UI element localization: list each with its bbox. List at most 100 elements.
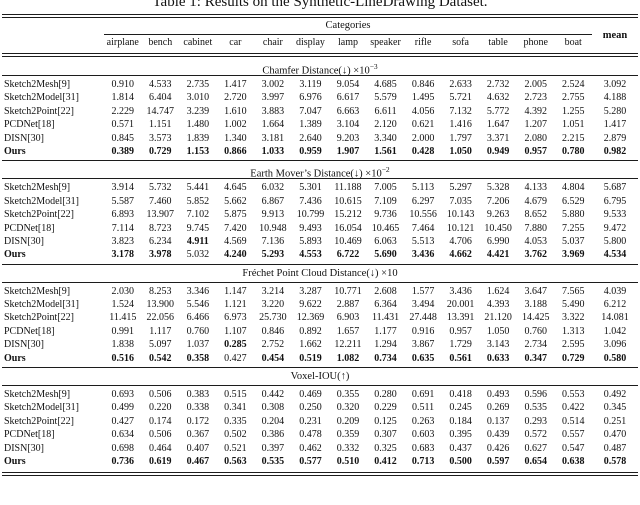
cell-phone: 0.293 xyxy=(524,415,547,427)
cell-display: 0.469 xyxy=(299,389,322,401)
cell-speaker: 0.307 xyxy=(374,429,397,441)
cell-airplane: 0.698 xyxy=(111,442,135,454)
table-sections: Chamfer Distance(↓) ×10−3 Sketch2Mesh[9] 0… xyxy=(2,58,638,470)
cell-mean: 0.487 xyxy=(603,442,627,454)
paper-table-page: Table 1: Results on the Synthetic-LineDr… xyxy=(2,0,638,477)
cell-rifle: 0.846 xyxy=(411,79,435,90)
column-header-speaker: speaker xyxy=(370,37,401,48)
cell-car: 0.563 xyxy=(224,455,247,467)
row-label: Sketch2Point[22] xyxy=(4,312,74,324)
cell-table: 10.450 xyxy=(484,222,512,234)
cell-car: 7.420 xyxy=(224,222,247,234)
cell-boat: 0.638 xyxy=(561,455,585,467)
cell-mean: 5.687 xyxy=(603,182,627,194)
cell-rifle: 0.635 xyxy=(411,352,435,364)
cell-display: 0.250 xyxy=(299,402,322,414)
cell-phone: 2.005 xyxy=(524,79,547,90)
cell-rifle: 0.916 xyxy=(411,325,435,337)
cell-airplane: 0.499 xyxy=(111,402,135,414)
cell-rifle: 27.448 xyxy=(409,312,437,324)
cell-speaker: 3.340 xyxy=(374,132,397,144)
cell-mean: 3.096 xyxy=(603,339,627,351)
cell-cabinet: 0.338 xyxy=(186,402,210,414)
cell-cabinet: 0.407 xyxy=(186,442,210,454)
cell-chair: 7.136 xyxy=(261,235,285,247)
cell-cabinet: 2.735 xyxy=(186,79,210,90)
cell-bench: 0.220 xyxy=(149,402,172,414)
cell-car: 2.720 xyxy=(224,92,247,104)
cell-sofa: 1.050 xyxy=(449,145,472,157)
row-label: Ours xyxy=(4,352,26,364)
cell-table: 0.439 xyxy=(486,429,510,441)
table-row-sketch2point22: Sketch2Point[22] 6.893 13.907 7.102 5.875 9.9… xyxy=(2,208,638,221)
cell-mean: 0.580 xyxy=(603,352,627,364)
cell-rifle: 0.263 xyxy=(411,415,435,427)
cell-lamp: 0.209 xyxy=(336,415,360,427)
column-header-rifle: rifle xyxy=(414,37,432,48)
metric-section-title: Fréchet Point Cloud Distance(↓) ×10 xyxy=(2,265,638,283)
cell-mean: 0.345 xyxy=(603,402,627,414)
cell-sofa: 20.001 xyxy=(446,299,475,311)
cell-speaker: 0.125 xyxy=(374,415,397,427)
column-header-car: car xyxy=(229,37,242,48)
cell-airplane: 0.991 xyxy=(111,325,135,337)
cell-table: 3.371 xyxy=(486,132,510,144)
cell-mean: 0.470 xyxy=(603,429,627,441)
cell-lamp: 10.469 xyxy=(334,235,362,247)
cell-table: 1.050 xyxy=(486,325,510,337)
cell-mean: 4.534 xyxy=(603,249,627,261)
cell-rifle: 3.867 xyxy=(411,339,435,351)
cell-table: 0.426 xyxy=(486,442,510,454)
cell-airplane: 0.427 xyxy=(111,415,135,427)
cell-chair: 3.220 xyxy=(261,299,285,311)
cell-airplane: 0.634 xyxy=(111,429,135,441)
row-label: PCDNet[18] xyxy=(4,429,55,441)
cell-mean: 14.081 xyxy=(601,312,629,324)
bottom-rule xyxy=(2,472,638,477)
cell-cabinet: 7.102 xyxy=(186,209,210,221)
cell-mean: 2.879 xyxy=(603,132,627,144)
cell-table: 6.990 xyxy=(486,235,510,247)
cell-cabinet: 5.032 xyxy=(186,249,210,261)
row-label: Sketch2Model[31] xyxy=(4,299,79,311)
cell-mean: 1.417 xyxy=(603,119,627,131)
cell-airplane: 0.736 xyxy=(111,455,135,467)
row-label: Sketch2Mesh[9] xyxy=(4,389,71,401)
cell-cabinet: 1.480 xyxy=(186,119,210,131)
cell-speaker: 11.431 xyxy=(371,312,400,324)
cell-phone: 0.957 xyxy=(524,145,547,157)
cell-table: 0.137 xyxy=(486,415,510,427)
cell-table: 1.647 xyxy=(486,119,510,131)
cell-display: 0.959 xyxy=(299,145,322,157)
cell-table: 0.493 xyxy=(486,389,510,401)
cell-mean: 4.039 xyxy=(603,285,627,297)
cell-speaker: 2.120 xyxy=(374,119,397,131)
cell-rifle: 0.621 xyxy=(411,119,435,131)
section-rows: Sketch2Mesh[9] 2.030 8.253 3.346 1.147 3.214 3… xyxy=(2,283,638,367)
cell-boat: 0.780 xyxy=(561,145,585,157)
section-rows: Sketch2Mesh[9] 0.910 4.533 2.735 1.417 3.002 3… xyxy=(2,76,638,160)
cell-chair: 6.867 xyxy=(261,195,285,207)
cell-mean: 3.092 xyxy=(603,79,627,90)
cell-phone: 8.652 xyxy=(524,209,547,221)
cell-car: 0.335 xyxy=(224,415,247,427)
metric-title-exponent: −3 xyxy=(369,62,378,71)
cell-display: 3.119 xyxy=(299,79,322,90)
cell-chair: 3.997 xyxy=(261,92,285,104)
cell-car: 6.973 xyxy=(224,312,247,324)
cell-car: 0.515 xyxy=(224,389,247,401)
cell-airplane: 1.524 xyxy=(111,299,135,311)
table-row-ours: Ours 3.178 3.978 5.032 4.240 5.293 4.553 6.722 5… xyxy=(2,248,638,261)
cell-cabinet: 0.358 xyxy=(186,352,210,364)
cell-table: 4.421 xyxy=(486,249,510,261)
table-row-sketch2mesh9: Sketch2Mesh[9] 3.914 5.732 5.441 4.645 6.032 5… xyxy=(2,181,638,194)
row-label: DISN[30] xyxy=(4,132,44,144)
cell-airplane: 6.893 xyxy=(111,209,135,221)
cell-phone: 4.133 xyxy=(524,182,547,194)
cell-cabinet: 6.466 xyxy=(186,312,210,324)
cell-table: 3.143 xyxy=(486,339,510,351)
cell-boat: 3.969 xyxy=(561,249,585,261)
cell-display: 9.493 xyxy=(299,222,322,234)
cell-boat: 0.557 xyxy=(561,429,585,441)
section-rows: Sketch2Mesh[9] 0.693 0.506 0.383 0.515 0.442 0… xyxy=(2,386,638,470)
